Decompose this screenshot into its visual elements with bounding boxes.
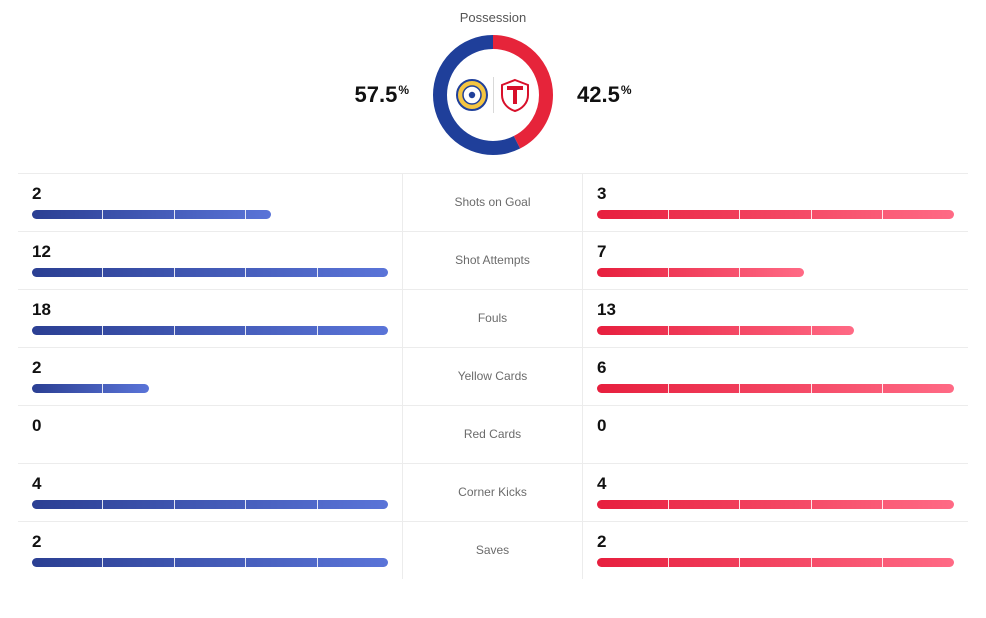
- home-stat-value: 2: [32, 184, 388, 204]
- away-stat-value: 2: [597, 532, 954, 552]
- away-bar-fill: [597, 558, 954, 567]
- possession-title: Possession: [18, 10, 968, 25]
- away-stat-bar: [597, 384, 954, 393]
- home-stat-bar: [32, 326, 388, 335]
- away-bar-fill: [597, 268, 804, 277]
- away-stat-cell: 2: [583, 522, 968, 579]
- away-stat-bar: [597, 210, 954, 219]
- crest-divider: [493, 77, 494, 113]
- home-bar-fill: [32, 384, 149, 393]
- home-stat-value: 2: [32, 358, 388, 378]
- away-stat-value: 13: [597, 300, 954, 320]
- stat-row: 18 Fouls 13: [18, 289, 968, 347]
- home-stat-cell: 2: [18, 348, 403, 405]
- away-possession-pct: 42.5%: [577, 82, 632, 108]
- home-stat-bar: [32, 500, 388, 509]
- away-stat-bar: [597, 326, 954, 335]
- stat-label: Red Cards: [403, 406, 583, 463]
- home-possession-pct: 57.5%: [355, 82, 410, 108]
- away-bar-fill: [597, 384, 954, 393]
- away-stat-bar: [597, 558, 954, 567]
- away-bar-fill: [597, 210, 954, 219]
- away-stat-cell: 13: [583, 290, 968, 347]
- stat-row: 0 Red Cards 0: [18, 405, 968, 463]
- possession-row: 57.5%: [18, 35, 968, 155]
- home-stat-bar: [32, 268, 388, 277]
- team-crests: [433, 35, 553, 155]
- away-stat-value: 4: [597, 474, 954, 494]
- home-stat-value: 2: [32, 532, 388, 552]
- away-stat-bar: [597, 500, 954, 509]
- home-bar-fill: [32, 558, 388, 567]
- stat-row: 4 Corner Kicks 4: [18, 463, 968, 521]
- home-bar-fill: [32, 500, 388, 509]
- home-stat-bar: [32, 442, 388, 451]
- home-stat-bar: [32, 384, 388, 393]
- home-stat-cell: 0: [18, 406, 403, 463]
- away-stat-cell: 6: [583, 348, 968, 405]
- away-stat-value: 6: [597, 358, 954, 378]
- away-stat-value: 3: [597, 184, 954, 204]
- home-stat-cell: 2: [18, 174, 403, 231]
- stat-row: 2 Saves 2: [18, 521, 968, 579]
- percent-symbol: %: [621, 83, 632, 97]
- home-stat-cell: 12: [18, 232, 403, 289]
- away-stat-value: 0: [597, 416, 954, 436]
- match-stats-panel: Possession 57.5%: [0, 0, 986, 579]
- stat-row: 2 Shots on Goal 3: [18, 173, 968, 231]
- stat-label: Fouls: [403, 290, 583, 347]
- away-crest-icon: [498, 78, 532, 112]
- possession-section: Possession 57.5%: [18, 10, 968, 155]
- stat-label: Saves: [403, 522, 583, 579]
- away-stat-bar: [597, 442, 954, 451]
- home-stat-cell: 2: [18, 522, 403, 579]
- home-stat-value: 18: [32, 300, 388, 320]
- stat-label: Shots on Goal: [403, 174, 583, 231]
- stat-label: Yellow Cards: [403, 348, 583, 405]
- home-stat-value: 12: [32, 242, 388, 262]
- stat-label: Corner Kicks: [403, 464, 583, 521]
- away-bar-fill: [597, 500, 954, 509]
- away-stat-value: 7: [597, 242, 954, 262]
- stat-row: 2 Yellow Cards 6: [18, 347, 968, 405]
- away-bar-fill: [597, 326, 854, 335]
- stat-row: 12 Shot Attempts 7: [18, 231, 968, 289]
- away-stat-cell: 4: [583, 464, 968, 521]
- home-stat-value: 4: [32, 474, 388, 494]
- away-stat-cell: 0: [583, 406, 968, 463]
- home-bar-fill: [32, 326, 388, 335]
- stat-label: Shot Attempts: [403, 232, 583, 289]
- away-possession-value: 42.5: [577, 82, 620, 107]
- stats-table: 2 Shots on Goal 3 12 Shot Attempts 7 18 Fouls 13…: [18, 173, 968, 579]
- percent-symbol: %: [398, 83, 409, 97]
- away-stat-cell: 3: [583, 174, 968, 231]
- home-stat-value: 0: [32, 416, 388, 436]
- home-crest-icon: [455, 78, 489, 112]
- away-stat-bar: [597, 268, 954, 277]
- possession-donut: [433, 35, 553, 155]
- away-stat-cell: 7: [583, 232, 968, 289]
- home-possession-value: 57.5: [355, 82, 398, 107]
- home-stat-cell: 4: [18, 464, 403, 521]
- home-bar-fill: [32, 210, 271, 219]
- home-bar-fill: [32, 268, 388, 277]
- home-stat-cell: 18: [18, 290, 403, 347]
- home-stat-bar: [32, 210, 388, 219]
- home-stat-bar: [32, 558, 388, 567]
